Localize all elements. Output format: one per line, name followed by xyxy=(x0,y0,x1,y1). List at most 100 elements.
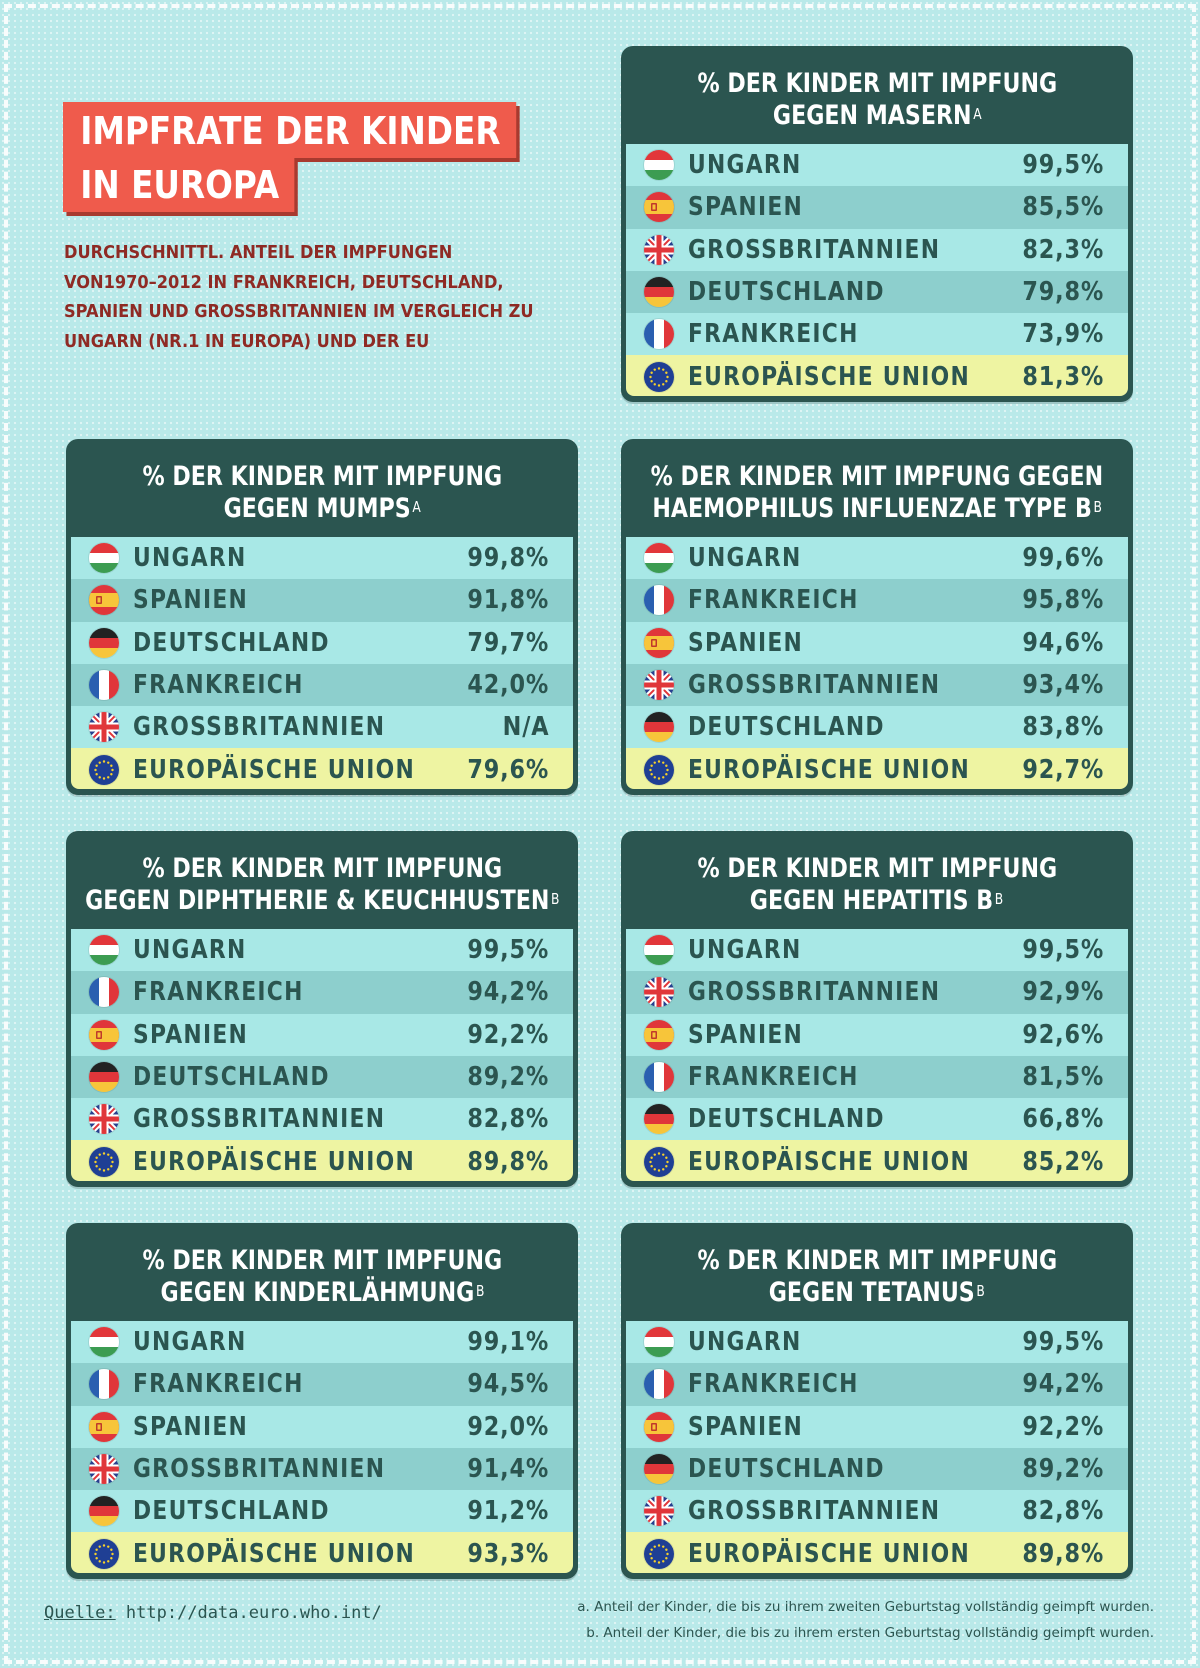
country-name: EUROPÄISCHE UNION xyxy=(688,1146,971,1177)
germany-flag-icon xyxy=(89,1062,119,1093)
spain-flag-icon xyxy=(89,1411,119,1442)
table-row: UNGARN 99,8% xyxy=(71,537,573,580)
panel-title-line-2: GEGEN TETANUS xyxy=(768,1277,975,1308)
country-name: UNGARN xyxy=(133,1327,247,1358)
panel-title-line-2: HAEMOPHILUS INFLUENZAE TYPE B xyxy=(652,493,1092,524)
country-name: EUROPÄISCHE UNION xyxy=(133,754,416,785)
country-name: UNGARN xyxy=(133,543,247,574)
eu-flag-icon xyxy=(89,754,119,785)
vaccination-rate: 89,2% xyxy=(467,1062,549,1093)
vaccination-rate: 92,2% xyxy=(1022,1411,1104,1442)
vaccination-rate: 99,1% xyxy=(467,1327,549,1358)
country-name: UNGARN xyxy=(688,543,802,574)
country-name: SPANIEN xyxy=(133,1411,249,1442)
table-panel-hib: % DER KINDER MIT IMPFUNG GEGEN HAEMOPHIL… xyxy=(621,439,1133,795)
country-name: GROSSBRITANNIEN xyxy=(688,1496,941,1527)
germany-flag-icon xyxy=(644,1104,674,1135)
france-flag-icon xyxy=(644,319,674,350)
table-row: FRANKREICH 95,8% xyxy=(626,579,1128,622)
uk-flag-icon xyxy=(89,712,119,743)
eu-flag-icon xyxy=(644,754,674,785)
hungary-flag-icon xyxy=(89,543,119,574)
table-row: UNGARN 99,5% xyxy=(626,144,1128,187)
country-name: GROSSBRITANNIEN xyxy=(133,712,386,743)
country-name: DEUTSCHLAND xyxy=(133,1062,330,1093)
spain-flag-icon xyxy=(644,1411,674,1442)
table-row: SPANIEN 91,8% xyxy=(71,579,573,622)
footnote-a: a. Anteil der Kinder, die bis zu ihrem z… xyxy=(577,1599,1154,1615)
vaccination-rate: 42,0% xyxy=(467,670,549,701)
uk-flag-icon xyxy=(644,234,674,265)
country-name: EUROPÄISCHE UNION xyxy=(688,361,971,392)
country-name: UNGARN xyxy=(688,150,802,181)
country-name: FRANKREICH xyxy=(688,319,859,350)
country-name: EUROPÄISCHE UNION xyxy=(133,1538,416,1569)
table-panel-kinderlaehmung: % DER KINDER MIT IMPFUNG GEGEN KINDERLÄH… xyxy=(66,1223,578,1579)
vaccination-rate: 99,8% xyxy=(467,543,549,574)
panel-title-line-1: % DER KINDER MIT IMPFUNG xyxy=(142,461,502,492)
panel-title-line-2-wrap: GEGEN KINDERLÄHMUNG b xyxy=(160,1277,484,1309)
table-row: SPANIEN 94,6% xyxy=(626,621,1128,664)
eu-summary-row: EUROPÄISCHE UNION 79,6% xyxy=(71,748,573,789)
table-row: FRANKREICH 81,5% xyxy=(626,1055,1128,1099)
panel-title: % DER KINDER MIT IMPFUNG GEGEN HAEMOPHIL… xyxy=(621,451,1133,535)
footnote-marker: b xyxy=(1093,498,1102,516)
uk-flag-icon xyxy=(644,1496,674,1527)
vaccination-rate: 82,8% xyxy=(467,1104,549,1135)
country-name: DEUTSCHLAND xyxy=(688,1104,885,1135)
country-name: EUROPÄISCHE UNION xyxy=(688,1538,971,1569)
country-name: GROSSBRITANNIEN xyxy=(688,670,941,701)
country-name: GROSSBRITANNIEN xyxy=(133,1104,386,1135)
footnote-marker: b xyxy=(976,1282,986,1300)
hungary-flag-icon xyxy=(644,935,674,966)
panel-title-line-2-wrap: GEGEN MASERN a xyxy=(773,100,982,132)
country-name: SPANIEN xyxy=(688,1411,804,1442)
table-panel-diphtherie: % DER KINDER MIT IMPFUNG GEGEN DIPHTHERI… xyxy=(66,831,578,1187)
country-name: EUROPÄISCHE UNION xyxy=(133,1146,416,1177)
panel-title: % DER KINDER MIT IMPFUNG GEGEN HEPATITIS… xyxy=(621,843,1133,927)
footnote-marker: a xyxy=(412,498,421,516)
country-name: SPANIEN xyxy=(688,192,804,223)
panel-title-line-2: GEGEN DIPHTHERIE & KEUCHHUSTEN xyxy=(84,885,550,916)
hungary-flag-icon xyxy=(644,543,674,574)
panel-title-line-2-wrap: GEGEN TETANUS b xyxy=(769,1277,985,1309)
panel-title-line-1: % DER KINDER MIT IMPFUNG xyxy=(697,1245,1057,1276)
panel-title: % DER KINDER MIT IMPFUNG GEGEN TETANUS b xyxy=(621,1235,1133,1319)
table-row: UNGARN 99,5% xyxy=(626,1321,1128,1364)
eu-flag-icon xyxy=(644,1538,674,1569)
vaccination-rate: 92,0% xyxy=(467,1411,549,1442)
panel-title-line-1: % DER KINDER MIT IMPFUNG xyxy=(142,1245,502,1276)
table-row: SPANIEN 85,5% xyxy=(626,186,1128,229)
source-link[interactable]: http://data.euro.who.int/ xyxy=(125,1603,382,1623)
vaccination-rate: 92,6% xyxy=(1022,1019,1104,1050)
table-row: UNGARN 99,5% xyxy=(626,929,1128,972)
source-credit: Quelle: http://data.euro.who.int/ xyxy=(44,1603,382,1623)
table-row: SPANIEN 92,2% xyxy=(626,1405,1128,1448)
spain-flag-icon xyxy=(644,192,674,223)
country-name: SPANIEN xyxy=(133,585,249,616)
footnote-marker: b xyxy=(475,1282,484,1300)
vaccination-rate: 92,7% xyxy=(1022,754,1104,785)
eu-summary-row: EUROPÄISCHE UNION 89,8% xyxy=(626,1532,1128,1573)
vaccination-rate: 89,8% xyxy=(1022,1538,1104,1569)
panel-title-line-2-wrap: GEGEN MUMPS a xyxy=(223,493,420,525)
vaccination-rate: 79,7% xyxy=(467,627,549,658)
france-flag-icon xyxy=(89,977,119,1008)
table-row: FRANKREICH 94,2% xyxy=(626,1363,1128,1406)
table-row: FRANKREICH 94,2% xyxy=(71,971,573,1014)
vaccination-rate: 99,5% xyxy=(1022,935,1104,966)
country-name: FRANKREICH xyxy=(133,977,304,1008)
germany-flag-icon xyxy=(89,627,119,658)
vaccination-rate: 85,5% xyxy=(1022,192,1104,223)
hungary-flag-icon xyxy=(89,1327,119,1358)
uk-flag-icon xyxy=(644,977,674,1008)
vaccination-rate: 93,3% xyxy=(467,1538,549,1569)
country-name: FRANKREICH xyxy=(133,670,304,701)
hungary-flag-icon xyxy=(644,150,674,181)
table-row: FRANKREICH 73,9% xyxy=(626,313,1128,356)
uk-flag-icon xyxy=(89,1104,119,1135)
vaccination-rate: 99,5% xyxy=(467,935,549,966)
table-row: DEUTSCHLAND 79,8% xyxy=(626,270,1128,314)
table-row: GROSSBRITANNIEN N/A xyxy=(71,706,573,749)
country-name: GROSSBRITANNIEN xyxy=(688,977,941,1008)
